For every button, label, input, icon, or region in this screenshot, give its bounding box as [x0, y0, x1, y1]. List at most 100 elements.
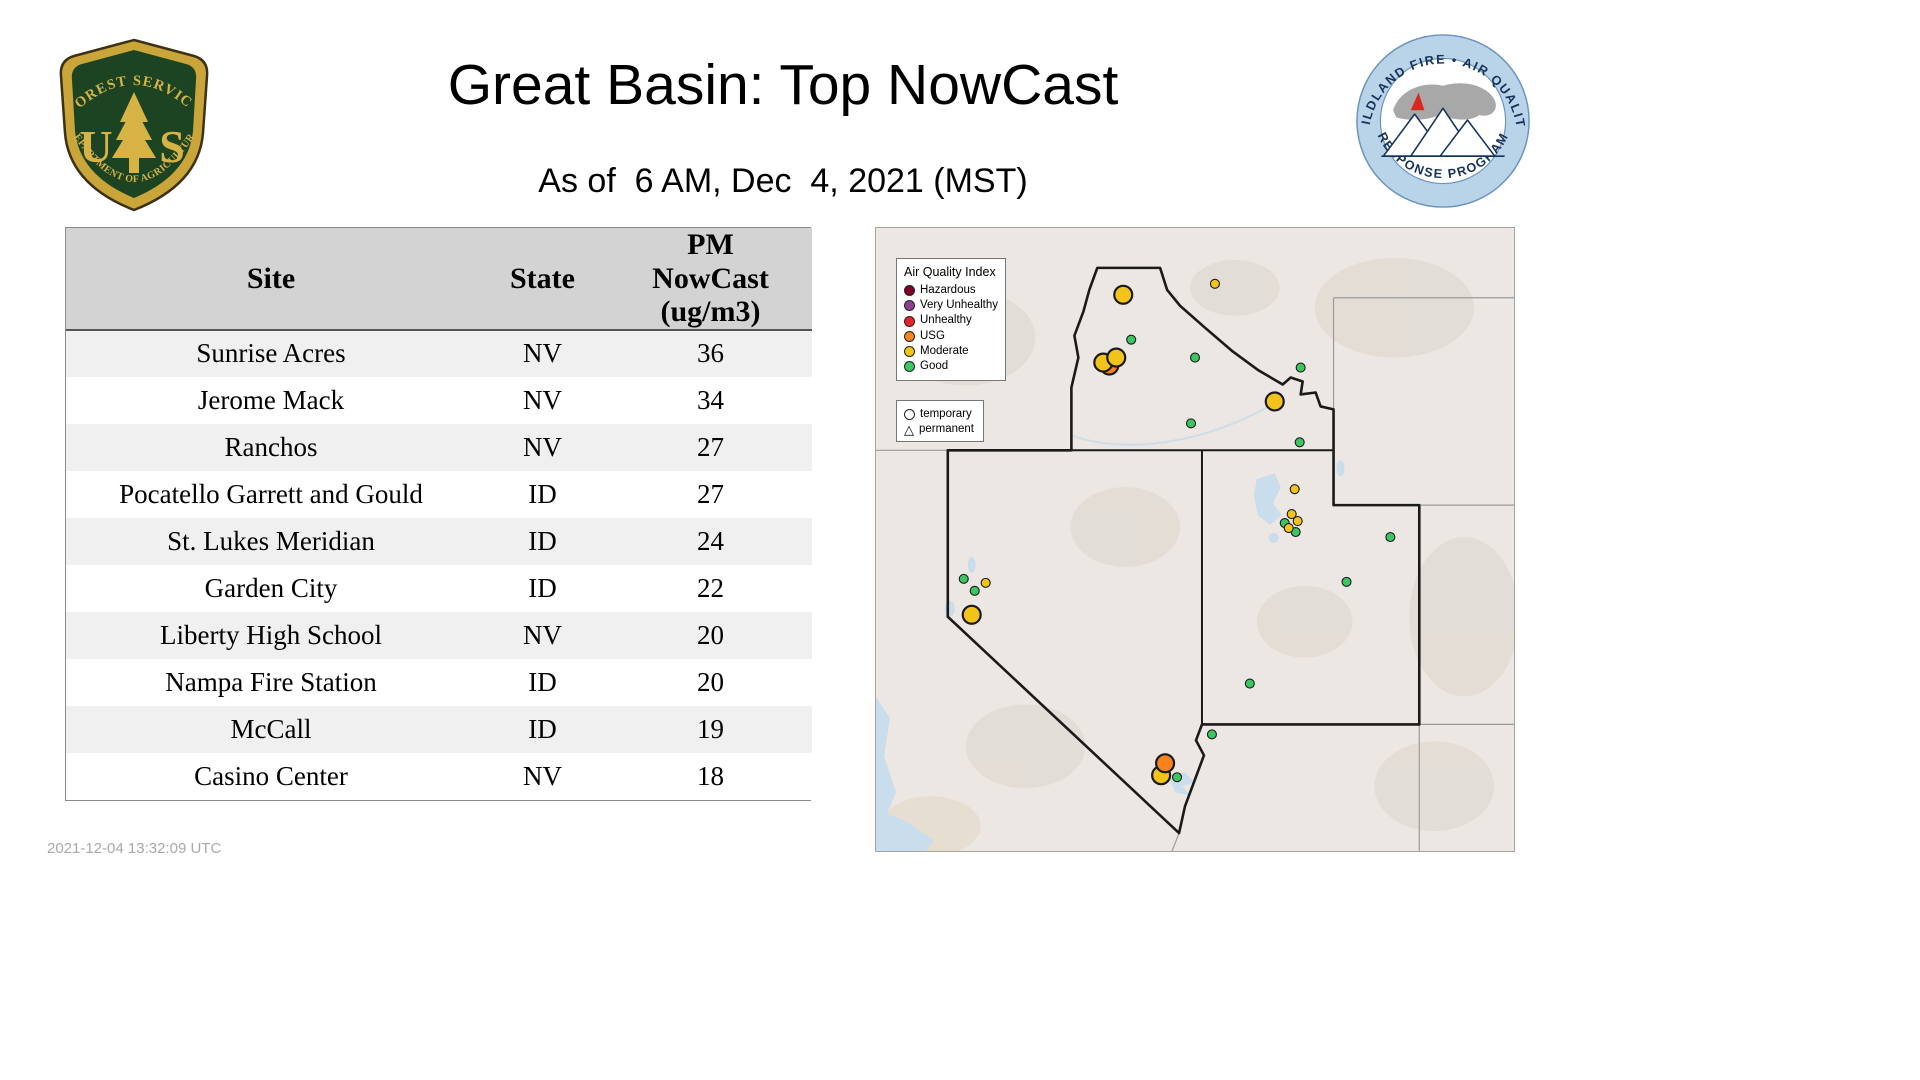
site-cell: Jerome Mack — [197, 384, 345, 415]
value-cell: 27 — [697, 431, 724, 462]
table-row: Liberty High School NV 20 — [66, 611, 812, 659]
site-cell: McCall — [230, 713, 312, 744]
map-markers — [958, 278, 1396, 786]
monitor-marker-good — [958, 573, 969, 584]
monitor-marker-good — [1341, 576, 1352, 587]
monitor-marker-good — [1185, 418, 1197, 429]
lake-tahoe — [944, 600, 955, 617]
great-basin-map: Air Quality Index Hazardous Very Unhealth… — [875, 227, 1515, 852]
site-cell: Liberty High School — [160, 619, 382, 650]
monitor-marker-moderate — [1209, 278, 1220, 289]
aqi-legend-label: Unhealthy — [920, 314, 972, 327]
value-cell: 22 — [697, 572, 724, 603]
value-cell: 27 — [697, 478, 724, 509]
monitor-marker-moderate — [961, 604, 982, 625]
monitor-marker-good — [1295, 362, 1306, 373]
column-header-state: State — [476, 228, 609, 331]
page-subtitle: As of 6 AM, Dec 4, 2021 (MST) — [538, 162, 1028, 200]
site-cell: Pocatello Garrett and Gould — [119, 478, 423, 509]
utah-lake — [1268, 533, 1279, 543]
aqi-legend: Air Quality Index Hazardous Very Unhealth… — [896, 258, 1006, 382]
site-cell: Nampa Fire Station — [165, 666, 377, 697]
temporary-circle-icon — [904, 409, 915, 421]
site-cell: Sunrise Acres — [196, 338, 346, 369]
header: Great Basin: Top NowCast As of 6 AM, Dec… — [298, 52, 1268, 201]
aqi-legend-label: Good — [920, 360, 949, 373]
value-cell: 19 — [697, 713, 724, 744]
permanent-triangle-icon: △ — [904, 422, 914, 438]
monitor-marker-moderate — [1292, 516, 1303, 527]
table-row: McCall ID 19 — [66, 705, 812, 753]
aqi-color-dot — [904, 315, 915, 327]
aqi-legend-item: Moderate — [904, 345, 998, 358]
monitor-marker-moderate — [1289, 484, 1300, 495]
table-row: Pocatello Garrett and Gould ID 27 — [66, 470, 812, 518]
site-cell: St. Lukes Meridian — [167, 525, 375, 556]
aqi-legend-label: USG — [920, 329, 945, 342]
aqi-legend-title: Air Quality Index — [904, 265, 996, 279]
aqi-legend-items: Hazardous Very Unhealthy Unhealthy USG Moder… — [904, 284, 998, 373]
great-salt-lake — [1253, 473, 1282, 526]
monitor-marker-moderate — [980, 577, 991, 588]
permanent-label: permanent — [919, 423, 974, 436]
aqi-legend-item: USG — [904, 330, 998, 343]
monitor-marker-good — [1126, 334, 1137, 345]
water-bodies — [876, 460, 1345, 851]
usfs-letter-s: S — [159, 121, 185, 172]
mountains-icon — [1382, 107, 1496, 157]
state-cell: NV — [523, 760, 562, 791]
aqi-legend-item: Hazardous — [904, 284, 998, 297]
temporary-label: temporary — [920, 408, 972, 420]
aqi-color-dot — [904, 330, 915, 342]
monitor-marker-moderate — [1283, 523, 1294, 534]
state-cell: ID — [528, 572, 557, 603]
coast-water-corner — [876, 810, 934, 851]
aqi-legend-item: Good — [904, 360, 998, 373]
table-row: Ranchos NV 27 — [66, 423, 812, 471]
monitor-marker-moderate — [1113, 284, 1134, 305]
value-cell: 34 — [697, 384, 724, 415]
value-cell: 20 — [697, 666, 724, 697]
flame-icon — [1410, 92, 1425, 111]
generation-timestamp: 2021-12-04 13:32:09 UTC — [47, 840, 222, 857]
value-cell: 20 — [697, 619, 724, 650]
monitor-marker-good — [1172, 772, 1183, 783]
table-row: Sunrise Acres NV 36 — [66, 329, 812, 377]
state-cell: NV — [523, 338, 562, 369]
monitor-marker-good — [1206, 729, 1217, 740]
outside-state-borders — [876, 297, 1514, 851]
page-title: Great Basin: Top NowCast — [447, 53, 1119, 117]
smoke-plume-shape — [1393, 83, 1496, 120]
state-cell: NV — [523, 384, 562, 415]
site-cell: Garden City — [204, 572, 338, 603]
table-row: Garden City ID 22 — [66, 564, 812, 612]
aqi-legend-item: Very Unhealthy — [904, 299, 998, 312]
aqi-color-dot — [904, 300, 915, 312]
monitor-marker-moderate — [1264, 391, 1285, 412]
table-row: Jerome Mack NV 34 — [66, 376, 812, 424]
monitor-marker-good — [969, 585, 980, 596]
wfaqrp-logo: WILDLAND FIRE • AIR QUALITY RESPONSE PRO… — [1347, 20, 1532, 215]
monitor-marker-good — [1244, 678, 1255, 689]
pine-tree-icon — [112, 92, 156, 173]
aqi-legend-label: Hazardous — [920, 284, 976, 296]
state-cell: NV — [523, 619, 562, 650]
value-cell: 24 — [697, 525, 724, 556]
aqi-legend-label: Moderate — [920, 344, 969, 357]
usfs-letter-u: U — [79, 121, 112, 172]
wfaqrp-circle-icon: WILDLAND FIRE • AIR QUALITY RESPONSE PRO… — [1347, 20, 1530, 208]
site-cell: Ranchos — [224, 431, 318, 462]
legend-item-temporary: temporary — [904, 408, 976, 421]
monitor-marker-good — [1385, 531, 1396, 543]
state-cell: ID — [528, 666, 557, 697]
aqi-legend-label: Very Unhealthy — [920, 299, 998, 312]
state-cell: ID — [528, 713, 557, 744]
site-cell: Casino Center — [194, 760, 348, 791]
column-header-pm-nowcast: PM NowCast (ug/m3) — [609, 228, 812, 331]
state-cell: ID — [528, 525, 557, 556]
nowcast-table-body: Sunrise Acres NV 36 Jerome Mack NV 34 Ranchos N… — [66, 329, 812, 800]
monitor-type-legend: temporary △ permanent — [896, 400, 984, 443]
legend-item-permanent: △ permanent — [904, 423, 976, 436]
